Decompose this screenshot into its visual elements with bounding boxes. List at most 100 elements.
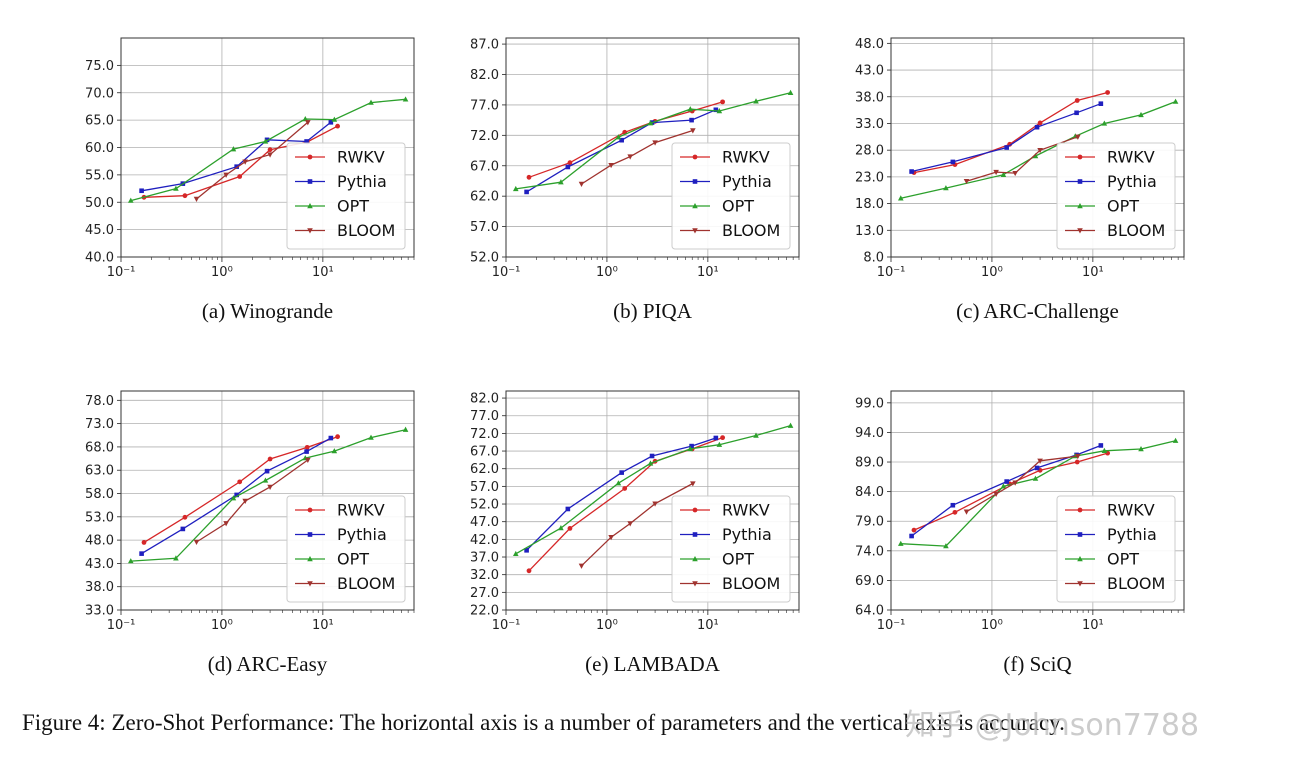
data-point [173,555,179,561]
data-point [262,138,269,144]
data-point [753,98,759,104]
legend-label: OPT [337,550,369,569]
figure-caption: Figure 4: Zero-Shot Performance: The hor… [22,710,1065,735]
data-point [787,89,794,95]
y-tick-label: 72.0 [470,129,499,144]
series-line [900,440,1176,547]
data-point [558,179,564,185]
data-point [1032,153,1039,159]
legend-label: OPT [1107,197,1139,216]
y-tick-label: 52.0 [470,498,499,513]
legend-marker [307,203,313,209]
legend: RWKV Pythia OPT BLOOM [1056,495,1176,603]
data-point [328,435,334,441]
data-point [627,521,633,527]
x-tick-label: 10⁰ [596,618,618,633]
data-point [242,159,248,165]
y-tick-label: 23.0 [855,170,884,185]
panel-title: (c) ARC-Challenge [956,299,1119,323]
chart-panel: 22.0 27.0 32.0 37.0 42.0 47.0 52.0 57.0 62.0 67.0… [470,390,800,676]
legend-marker [692,507,698,513]
legend-box [671,495,791,603]
data-point [267,147,273,153]
data-point [127,558,134,564]
data-point [622,486,628,491]
y-tick-label: 62.0 [470,190,499,205]
x-tick-label: 10⁻¹ [107,618,136,633]
data-point [943,185,949,191]
y-tick-label: 58.0 [85,487,114,502]
chart-panel: 52.0 57.0 62.0 67.0 72.0 77.0 82.0 87.0 10⁻¹ 10⁰ 1… [470,37,800,323]
legend-label: BLOOM [1107,574,1165,593]
legend-marker [1077,179,1083,184]
data-point [713,435,719,441]
data-point [230,146,237,152]
panel-title: (d) ARC-Easy [208,652,328,676]
legend-label: BLOOM [1107,221,1165,240]
legend-marker [1077,507,1083,513]
y-tick-label: 45.0 [85,223,114,238]
data-point [963,178,970,185]
data-point [720,435,726,441]
legend-label: RWKV [337,501,385,520]
data-point [687,106,694,112]
plot-frame [505,37,800,258]
x-tick-label: 10¹ [697,265,719,280]
data-point [180,526,186,532]
x-tick-label: 10⁰ [211,265,233,280]
legend-box [1056,495,1176,603]
data-point [242,498,248,504]
legend-box [286,495,406,603]
y-tick-label: 40.0 [85,251,114,266]
chart-panel: 64.0 69.0 74.0 79.0 84.0 89.0 94.0 99.0 10⁻¹ 10⁰ 1… [855,390,1185,676]
data-point [952,509,958,515]
data-point [787,422,794,428]
data-point [331,448,338,454]
legend-label: BLOOM [722,221,780,240]
y-tick-label: 28.0 [855,144,884,159]
y-tick-label: 33.0 [85,604,114,619]
legend-box [286,142,406,250]
x-tick-label: 10¹ [1082,618,1104,633]
data-point [753,432,759,438]
y-tick-label: 69.0 [855,574,884,589]
data-point [1032,475,1039,481]
legend-marker [692,154,698,160]
data-point [1004,145,1009,150]
data-point [720,99,726,105]
data-point [897,195,904,201]
data-point [1105,90,1111,95]
y-tick-label: 18.0 [855,197,884,212]
data-point [230,495,237,501]
y-tick-label: 82.0 [470,392,499,407]
data-point [1037,147,1043,154]
data-point [304,449,309,454]
data-point [567,526,573,531]
series-opt [897,98,1179,201]
legend-label: BLOOM [337,221,395,240]
plot-frame [120,390,415,611]
legend-marker [1077,203,1083,209]
data-point [402,96,409,102]
data-point [950,502,956,508]
data-point [608,535,614,541]
data-point [328,120,334,125]
y-tick-label: 67.0 [470,159,499,174]
series-line [911,103,1102,173]
y-tick-label: 63.0 [85,464,114,479]
series-bloom [963,134,1081,185]
data-point [689,443,694,449]
y-tick-label: 62.0 [470,462,499,477]
legend-label: Pythia [722,172,772,191]
y-tick-label: 74.0 [855,544,884,559]
legend-label: Pythia [337,172,387,191]
data-point [234,164,239,169]
data-point [264,468,270,474]
data-point [182,193,188,199]
data-point [1075,453,1081,460]
series-rwkv [911,90,1111,176]
data-point [652,140,658,146]
data-point [234,492,239,498]
data-point [652,501,658,507]
